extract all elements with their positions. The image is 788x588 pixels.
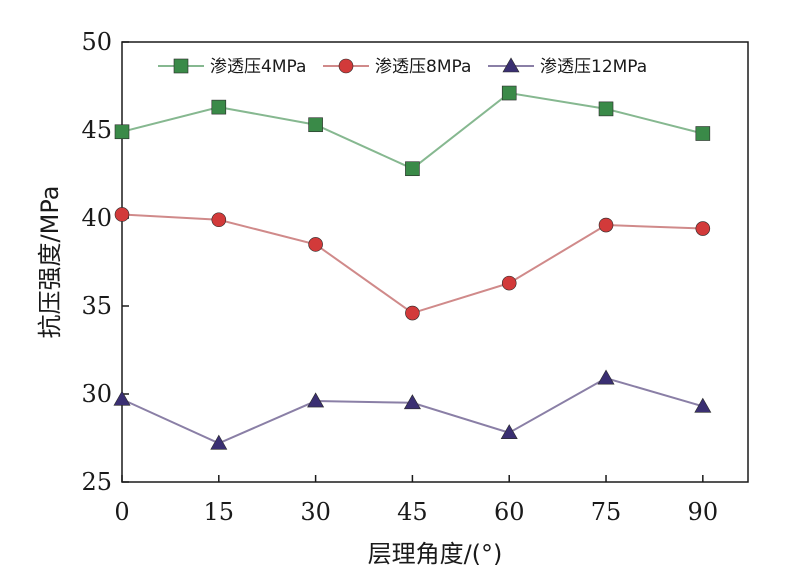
x-axis-title: 层理角度/(°) (368, 540, 503, 568)
x-tick-label: 90 (688, 498, 719, 526)
data-point (308, 117, 323, 133)
data-point (114, 124, 130, 140)
series-3 (113, 369, 712, 450)
plot-frame (121, 41, 749, 483)
series-line (121, 377, 704, 445)
legend-label: 渗透压4MPa (210, 57, 306, 77)
y-axis: 25 30 35 40 45 50 (81, 28, 129, 496)
y-tick-label: 30 (81, 380, 112, 408)
data-point (403, 394, 421, 410)
data-point (307, 392, 325, 408)
series-layer (113, 85, 712, 450)
x-tick-label: 30 (300, 498, 331, 526)
data-point (211, 99, 227, 115)
y-tick-label: 35 (81, 292, 112, 320)
y-tick-label: 40 (81, 204, 112, 232)
x-tick-label: 60 (494, 498, 525, 526)
legend-label: 渗透压8MPa (375, 57, 471, 77)
data-point (597, 369, 615, 385)
series-1 (114, 85, 711, 177)
data-point (501, 275, 517, 291)
legend-marker (173, 58, 189, 74)
legend-label: 渗透压12MPa (540, 57, 647, 77)
legend-marker (338, 58, 354, 74)
data-point (500, 424, 518, 440)
data-point (598, 217, 614, 233)
x-tick-label: 0 (114, 498, 129, 526)
series-2 (114, 207, 711, 321)
data-point (695, 126, 711, 141)
data-point (405, 161, 420, 177)
y-tick-label: 45 (81, 116, 112, 144)
data-point (210, 434, 228, 450)
data-point (113, 390, 131, 406)
series-line (121, 213, 703, 315)
data-point (598, 101, 614, 117)
y-tick-label: 25 (81, 468, 112, 496)
legend-marker (502, 57, 520, 73)
data-point (695, 221, 711, 236)
data-point (694, 397, 712, 413)
data-point (114, 207, 130, 222)
data-point (501, 85, 517, 101)
y-tick-label: 50 (81, 28, 112, 56)
data-point (211, 212, 227, 228)
data-point (308, 237, 323, 252)
x-axis: 0 15 30 45 60 75 90 (114, 475, 718, 526)
data-point (405, 305, 420, 321)
x-tick-label: 15 (204, 498, 235, 526)
x-tick-label: 45 (397, 498, 428, 526)
series-line (121, 91, 704, 170)
x-tick-label: 75 (591, 498, 622, 526)
legend: 渗透压4MPa 渗透压8MPa 渗透压12MPa (158, 57, 647, 77)
y-axis-title: 抗压强度/MPa (36, 186, 64, 339)
